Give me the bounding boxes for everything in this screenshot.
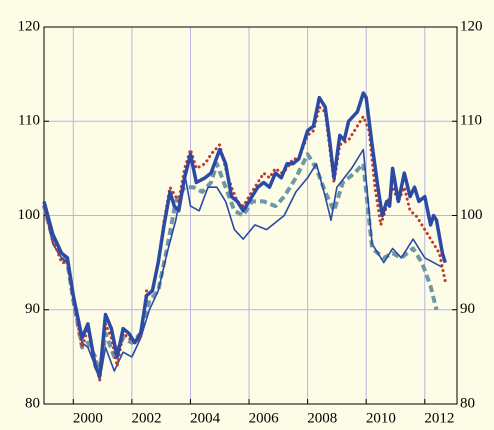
y-tick-label: 100 — [18, 207, 41, 223]
y-tick-label: 80 — [25, 395, 40, 411]
x-tick-label: 2004 — [190, 410, 221, 426]
x-tick-label: 2012 — [424, 410, 454, 426]
x-tick-label: 2010 — [366, 410, 396, 426]
x-tick-label: 2006 — [249, 410, 280, 426]
x-tick-label: 2008 — [307, 410, 337, 426]
x-tick-label: 2002 — [132, 410, 162, 426]
y2-tick-label: 80 — [460, 395, 475, 411]
y2-tick-label: 120 — [460, 18, 483, 34]
y2-tick-label: 110 — [460, 113, 482, 129]
y-tick-label: 90 — [25, 301, 40, 317]
y2-tick-label: 90 — [460, 301, 475, 317]
y-tick-label: 120 — [18, 18, 41, 34]
x-tick-label: 2000 — [73, 410, 103, 426]
y2-tick-label: 100 — [460, 207, 483, 223]
series-line — [42, 91, 447, 378]
plot-frame — [43, 26, 458, 405]
y-tick-label: 110 — [18, 113, 40, 129]
